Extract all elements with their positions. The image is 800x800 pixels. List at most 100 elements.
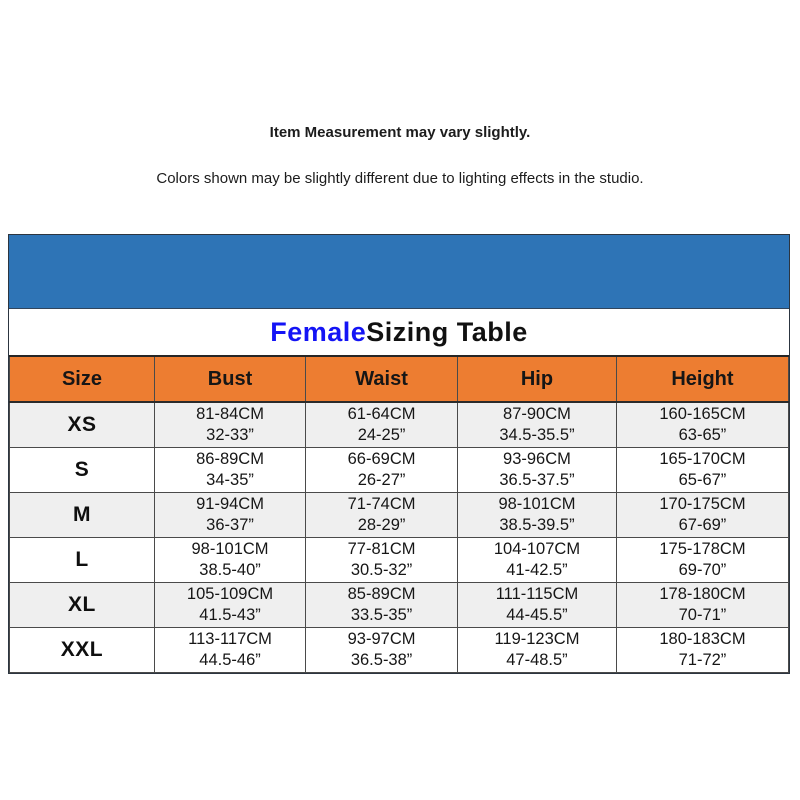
measurement-notice: Item Measurement may vary slightly. [269,124,531,141]
height-inch-value: 69-70” [678,560,727,579]
bust-cm-value: 105-109CM [186,584,274,603]
column-header-hip: Hip [457,355,617,403]
table-header: Size Bust Waist Hip Height [9,355,790,403]
waist-inch-value: 36.5-38” [350,650,413,669]
hip-inch-value: 44-45.5” [506,605,568,624]
column-header-size: Size [9,355,155,403]
bust-cm-value: 98-101CM [191,539,269,558]
height-cm-value: 180-183CM [659,629,746,648]
height-measurement-cell: 175-178CM 69-70” [615,536,790,583]
hip-measurement-cell: 119-123CM 47-48.5” [457,626,617,673]
height-cm-value: 175-178CM [659,539,746,558]
hip-cm-value: 93-96CM [503,449,571,468]
hip-inch-value: 41-42.5” [506,560,568,579]
height-cm-value: 178-180CM [659,584,746,603]
size-label: L [9,536,155,583]
height-measurement-cell: 160-165CM 63-65” [615,401,790,448]
size-row-s: S 86-89CM 34-35” 66-69CM 26-27” 93-96CM 36.5-3… [9,446,790,493]
waist-measurement-cell: 85-89CM 33.5-35” [305,581,459,628]
bust-inch-value: 38.5-40” [199,560,261,579]
waist-inch-value: 24-25” [357,425,406,444]
bust-measurement-cell: 81-84CM 32-33” [153,401,307,448]
color-disclaimer-notice: Colors shown may be slightly different d… [156,170,644,187]
table-title: Female Sizing Table [9,309,789,355]
bust-inch-value: 36-37” [206,515,254,534]
hip-measurement-cell: 98-101CM 38.5-39.5” [457,491,617,538]
height-measurement-cell: 165-170CM 65-67” [615,446,790,493]
column-header-bust: Bust [153,355,307,403]
waist-inch-value: 33.5-35” [350,605,413,624]
bust-cm-value: 86-89CM [196,449,264,468]
hip-cm-value: 111-115CM [495,584,579,603]
table-title-rest: Sizing Table [366,316,528,347]
hip-measurement-cell: 93-96CM 36.5-37.5” [457,446,617,493]
waist-measurement-cell: 71-74CM 28-29” [305,491,459,538]
bust-measurement-cell: 86-89CM 34-35” [153,446,307,493]
bust-measurement-cell: 113-117CM 44.5-46” [153,626,307,673]
column-header-waist: Waist [305,355,459,403]
waist-inch-value: 28-29” [357,515,406,534]
hip-cm-value: 119-123CM [494,629,580,648]
hip-cm-value: 98-101CM [498,494,576,513]
waist-measurement-cell: 77-81CM 30.5-32” [305,536,459,583]
hip-inch-value: 34.5-35.5” [499,425,575,444]
bust-inch-value: 44.5-46” [199,650,261,669]
height-inch-value: 65-67” [678,470,727,489]
waist-cm-value: 77-81CM [347,539,416,558]
height-inch-value: 71-72” [678,650,727,669]
waist-cm-value: 85-89CM [347,584,416,603]
height-inch-value: 70-71” [678,605,727,624]
hip-cm-value: 104-107CM [493,539,581,558]
column-header-height: Height [615,355,790,403]
height-cm-value: 160-165CM [659,404,746,423]
hip-measurement-cell: 87-90CM 34.5-35.5” [457,401,617,448]
size-row-m: M 91-94CM 36-37” 71-74CM 28-29” 98-101CM 38.5-… [9,491,790,538]
size-label: M [9,491,155,538]
bust-measurement-cell: 91-94CM 36-37” [153,491,307,538]
waist-measurement-cell: 61-64CM 24-25” [305,401,459,448]
hip-measurement-cell: 111-115CM 44-45.5” [457,581,617,628]
bust-inch-value: 41.5-43” [199,605,261,624]
waist-cm-value: 71-74CM [347,494,416,513]
table-title-highlight: Female [270,316,367,347]
bust-cm-value: 91-94CM [196,494,264,513]
bust-cm-value: 81-84CM [196,404,264,423]
hip-inch-value: 47-48.5” [506,650,568,669]
bust-inch-value: 34-35” [206,470,254,489]
waist-inch-value: 30.5-32” [350,560,413,579]
bust-inch-value: 32-33” [206,425,254,444]
height-measurement-cell: 180-183CM 71-72” [615,626,790,673]
bust-measurement-cell: 105-109CM 41.5-43” [153,581,307,628]
blue-banner [9,235,789,309]
size-row-xs: XS 81-84CM 32-33” 61-64CM 24-25” 87-90CM 34.5-… [9,401,790,448]
hip-inch-value: 36.5-37.5” [499,470,575,489]
height-inch-value: 67-69” [678,515,727,534]
waist-measurement-cell: 93-97CM 36.5-38” [305,626,459,673]
hip-measurement-cell: 104-107CM 41-42.5” [457,536,617,583]
bust-measurement-cell: 98-101CM 38.5-40” [153,536,307,583]
waist-measurement-cell: 66-69CM 26-27” [305,446,459,493]
size-label: S [9,446,155,493]
waist-cm-value: 93-97CM [347,629,416,648]
height-measurement-cell: 170-175CM 67-69” [615,491,790,538]
height-measurement-cell: 178-180CM 70-71” [615,581,790,628]
size-label: XL [9,581,155,628]
height-cm-value: 170-175CM [659,494,746,513]
hip-inch-value: 38.5-39.5” [499,515,575,534]
size-row-xxl: XXL 113-117CM 44.5-46” 93-97CM 36.5-38” 119-1… [9,626,790,673]
height-cm-value: 165-170CM [659,449,746,468]
table-body: XS 81-84CM 32-33” 61-64CM 24-25” 87-90CM 34.5-… [9,401,790,673]
size-row-xl: XL 105-109CM 41.5-43” 85-89CM 33.5-35” 111-11… [9,581,790,628]
header-row: Size Bust Waist Hip Height [9,355,790,403]
size-label: XS [9,401,155,448]
waist-cm-value: 61-64CM [347,404,416,423]
hip-cm-value: 87-90CM [503,404,571,423]
sizing-table: Size Bust Waist Hip Height XS 81-84CM 32-3… [9,355,790,673]
height-inch-value: 63-65” [678,425,727,444]
sizing-table-block: Female Sizing Table Size Bust Waist Hip … [8,234,790,674]
waist-inch-value: 26-27” [357,470,406,489]
size-label: XXL [9,626,155,673]
size-row-l: L 98-101CM 38.5-40” 77-81CM 30.5-32” 104-107C… [9,536,790,583]
bust-cm-value: 113-117CM [188,629,272,648]
